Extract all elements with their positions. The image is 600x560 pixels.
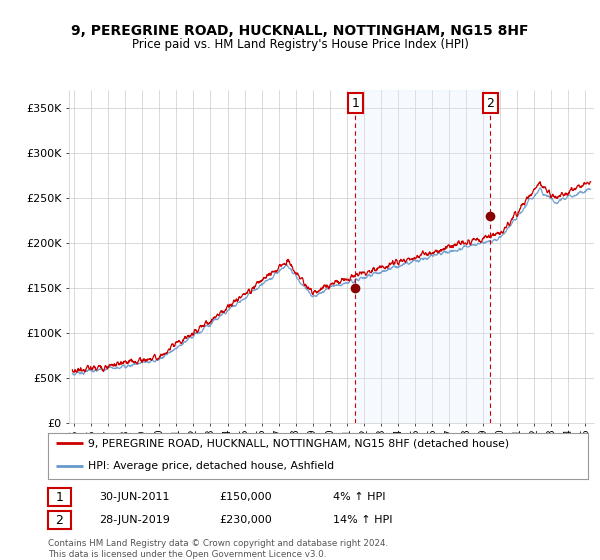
Text: HPI: Average price, detached house, Ashfield: HPI: Average price, detached house, Ashf… — [89, 461, 335, 472]
Bar — [355, 90, 490, 423]
Text: £230,000: £230,000 — [219, 515, 272, 525]
Text: 1: 1 — [55, 491, 64, 504]
Text: 9, PEREGRINE ROAD, HUCKNALL, NOTTINGHAM, NG15 8HF: 9, PEREGRINE ROAD, HUCKNALL, NOTTINGHAM,… — [71, 24, 529, 38]
Text: 14% ↑ HPI: 14% ↑ HPI — [333, 515, 392, 525]
Text: £150,000: £150,000 — [219, 492, 272, 502]
Text: 9, PEREGRINE ROAD, HUCKNALL, NOTTINGHAM, NG15 8HF (detached house): 9, PEREGRINE ROAD, HUCKNALL, NOTTINGHAM,… — [89, 438, 509, 449]
Text: Contains HM Land Registry data © Crown copyright and database right 2024.
This d: Contains HM Land Registry data © Crown c… — [48, 539, 388, 559]
Text: 4% ↑ HPI: 4% ↑ HPI — [333, 492, 386, 502]
Text: 1: 1 — [352, 97, 359, 110]
Text: Price paid vs. HM Land Registry's House Price Index (HPI): Price paid vs. HM Land Registry's House … — [131, 38, 469, 51]
Text: 2: 2 — [55, 514, 64, 527]
Text: 2: 2 — [487, 97, 494, 110]
Text: 30-JUN-2011: 30-JUN-2011 — [99, 492, 170, 502]
Text: 28-JUN-2019: 28-JUN-2019 — [99, 515, 170, 525]
